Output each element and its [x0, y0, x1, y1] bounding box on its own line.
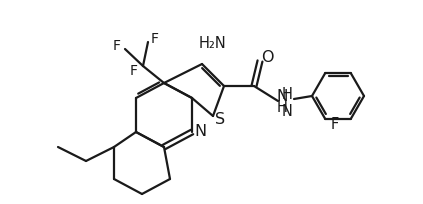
Text: F: F: [331, 116, 339, 131]
Text: H
N: H N: [282, 86, 292, 119]
Text: F: F: [151, 32, 159, 46]
Text: F: F: [130, 64, 138, 78]
Text: O: O: [261, 49, 273, 64]
Text: H: H: [277, 100, 288, 115]
Text: N: N: [276, 89, 288, 104]
Text: F: F: [113, 39, 121, 53]
Text: H₂N: H₂N: [198, 36, 226, 51]
Text: N: N: [194, 124, 206, 139]
Text: S: S: [215, 112, 225, 127]
